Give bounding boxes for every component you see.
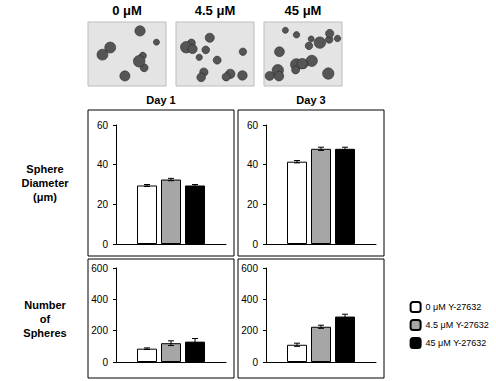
svg-text:40: 40 (97, 159, 109, 170)
svg-text:200: 200 (241, 325, 258, 336)
svg-text:of: of (40, 313, 51, 325)
svg-text:4.5 μM: 4.5 μM (195, 3, 235, 18)
svg-text:Diameter: Diameter (21, 177, 69, 189)
svg-text:0: 0 (102, 357, 108, 368)
svg-text:Spheres: Spheres (23, 327, 66, 339)
svg-text:(μm): (μm) (33, 191, 57, 203)
svg-text:Sphere: Sphere (26, 163, 63, 175)
svg-text:60: 60 (97, 120, 109, 131)
svg-text:600: 600 (91, 263, 108, 274)
svg-text:200: 200 (91, 325, 108, 336)
svg-text:400: 400 (241, 294, 258, 305)
svg-text:0: 0 (102, 239, 108, 250)
svg-text:0: 0 (252, 357, 258, 368)
svg-text:0: 0 (252, 239, 258, 250)
svg-text:0 μM: 0 μM (112, 3, 142, 18)
svg-text:60: 60 (247, 120, 259, 131)
svg-text:Number: Number (24, 299, 66, 311)
svg-text:0 μM Y-27632: 0 μM Y-27632 (426, 302, 482, 312)
svg-text:20: 20 (97, 199, 109, 210)
svg-text:40: 40 (247, 159, 259, 170)
svg-text:400: 400 (91, 294, 108, 305)
svg-text:45 μM Y-27632: 45 μM Y-27632 (426, 338, 487, 348)
svg-text:20: 20 (247, 199, 259, 210)
svg-text:45 μM: 45 μM (285, 3, 322, 18)
svg-text:600: 600 (241, 263, 258, 274)
svg-text:Day 3: Day 3 (296, 94, 325, 106)
svg-text:4.5 μM Y-27632: 4.5 μM Y-27632 (426, 320, 489, 330)
svg-text:Day 1: Day 1 (146, 94, 175, 106)
